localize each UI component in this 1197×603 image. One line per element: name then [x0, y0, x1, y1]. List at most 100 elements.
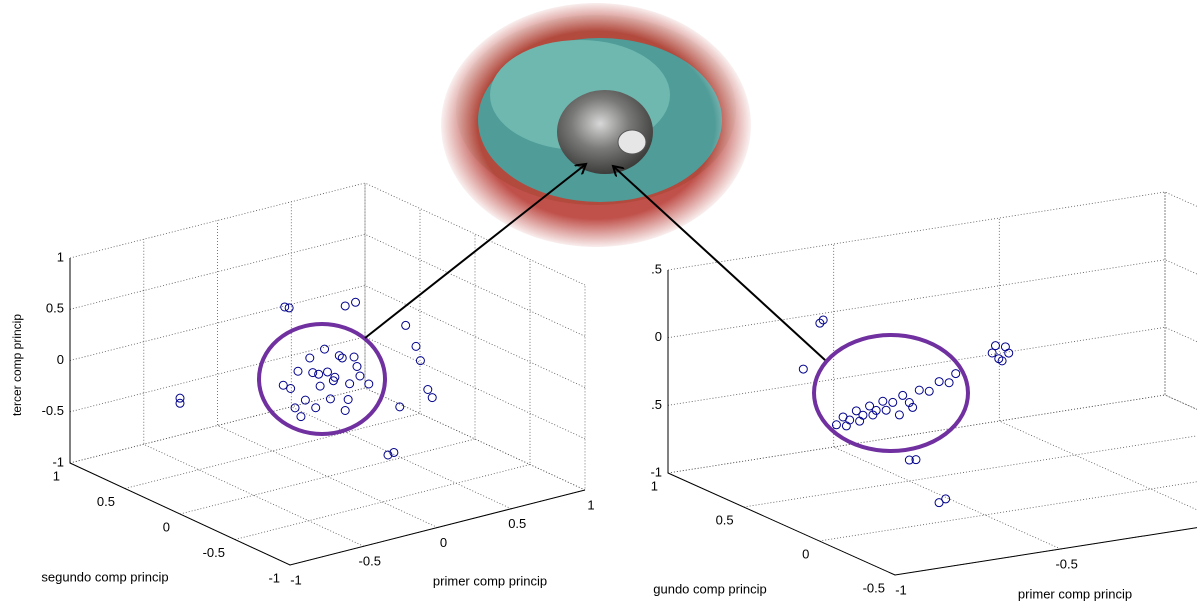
- point: [904, 455, 914, 465]
- arrow: [364, 164, 586, 339]
- point: [815, 318, 825, 328]
- grid-line: [894, 527, 1197, 576]
- z-tick-label: 0: [655, 329, 662, 344]
- highlight-circle: [257, 322, 387, 436]
- point: [871, 405, 881, 415]
- point: [290, 403, 300, 413]
- point: [1004, 348, 1014, 358]
- point: [337, 353, 347, 363]
- point: [411, 341, 421, 351]
- point: [286, 384, 296, 393]
- point: [868, 410, 878, 420]
- point: [308, 368, 318, 378]
- z-tick-label: 0.5: [46, 301, 64, 316]
- point: [320, 344, 330, 354]
- photo: [438, 0, 754, 250]
- point: [427, 393, 437, 403]
- point: [323, 367, 332, 377]
- point: [1000, 342, 1010, 352]
- grid-line: [667, 191, 1197, 271]
- point: [300, 395, 310, 405]
- grid-line: [667, 394, 1197, 474]
- x-axis-label: primer comp princip: [433, 573, 547, 588]
- y-tick-label: 0: [802, 546, 809, 561]
- point: [305, 353, 315, 363]
- point: [855, 416, 865, 426]
- y-tick-label: 0.5: [716, 512, 734, 527]
- z-tick-label: .5: [651, 397, 662, 412]
- point: [340, 301, 350, 311]
- point: [990, 341, 1000, 351]
- x-tick-label: -0.5: [359, 554, 381, 569]
- point: [898, 390, 908, 400]
- point: [831, 420, 841, 430]
- point: [389, 447, 399, 457]
- grid-line: [998, 218, 1197, 511]
- z-tick-label: 1: [57, 249, 64, 264]
- chart: -1-0.500.51-1-0.500.51-1-0.500.51primer …: [10, 182, 595, 588]
- point: [364, 379, 374, 389]
- point: [345, 379, 355, 389]
- point: [352, 362, 362, 371]
- grid-line: [143, 239, 364, 547]
- point: [278, 380, 288, 390]
- point: [951, 369, 961, 379]
- point: [296, 412, 306, 422]
- point: [934, 377, 944, 387]
- point: [334, 351, 344, 361]
- point: [934, 498, 944, 508]
- axis-line: [69, 258, 586, 566]
- point: [311, 403, 321, 413]
- grid-line: [69, 233, 586, 337]
- point: [997, 356, 1007, 366]
- y-tick-label: -0.5: [863, 580, 885, 595]
- point: [175, 398, 185, 408]
- point: [315, 381, 325, 391]
- point: [841, 421, 851, 431]
- point: [343, 395, 353, 404]
- point: [325, 394, 335, 404]
- point: [851, 406, 861, 416]
- point: [798, 364, 808, 374]
- x-tick-label: -0.5: [1055, 556, 1077, 571]
- x-tick-label: 0: [440, 535, 447, 550]
- z-tick-label: -1: [650, 464, 662, 479]
- point: [328, 376, 338, 386]
- point: [894, 410, 904, 420]
- y-tick-label: 0: [163, 519, 170, 534]
- y-axis-label: gundo comp princip: [653, 581, 766, 596]
- y-tick-label: -0.5: [203, 545, 225, 560]
- grid-line: [289, 285, 586, 566]
- y-tick-label: 1: [53, 468, 60, 483]
- grid-line: [667, 192, 1166, 474]
- x-tick-label: 1: [587, 497, 594, 512]
- grid-line: [234, 259, 531, 540]
- point: [423, 385, 433, 394]
- z-tick-label: -1: [52, 454, 64, 469]
- point: [858, 410, 868, 420]
- grid-line: [69, 285, 586, 388]
- point: [908, 402, 918, 412]
- grid-line: [743, 435, 1197, 508]
- x-tick-label: -1: [290, 572, 302, 587]
- x-axis-label: primer comp princip: [1018, 586, 1132, 601]
- z-tick-label: 0: [57, 352, 64, 367]
- y-tick-label: -1: [268, 570, 280, 585]
- point: [924, 386, 934, 396]
- grid-line: [819, 481, 1197, 542]
- grid-line: [69, 183, 366, 464]
- point: [340, 406, 350, 415]
- point: [175, 393, 185, 403]
- grid-line: [69, 258, 291, 566]
- point: [987, 348, 997, 358]
- highlight-circle: [812, 333, 970, 453]
- point: [314, 369, 324, 379]
- point: [293, 366, 303, 376]
- grid-line: [124, 208, 421, 489]
- point: [881, 405, 891, 415]
- point: [349, 352, 359, 362]
- z-axis-label: tercer comp princip: [10, 314, 24, 416]
